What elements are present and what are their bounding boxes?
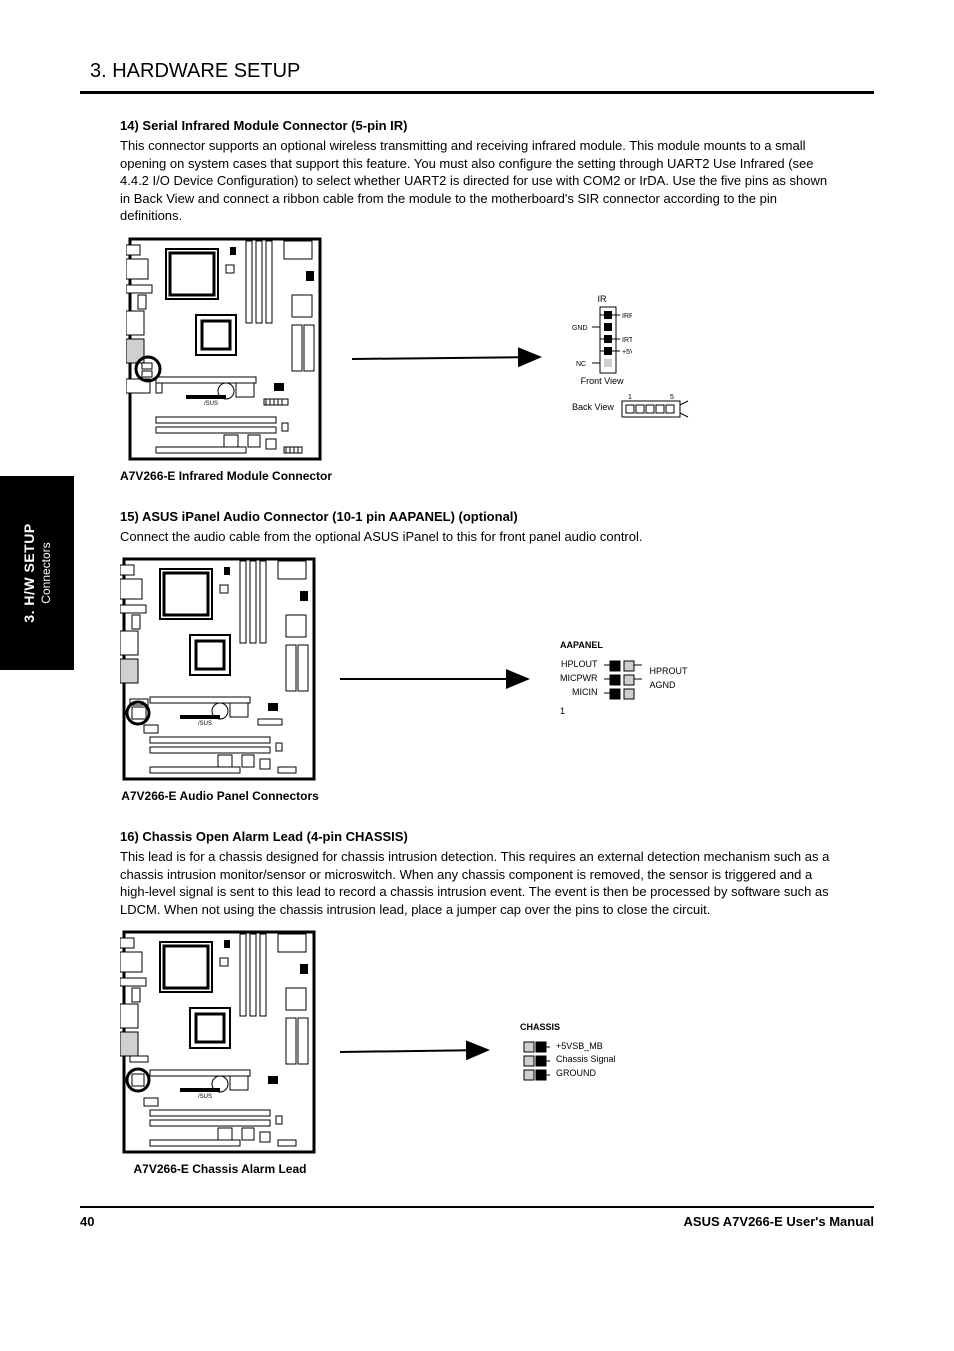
side-tab-line1: 3. H/W SETUP xyxy=(21,523,39,622)
caption-14: A7V266-E Infrared Module Connector xyxy=(120,469,332,483)
caption-15: A7V266-E Audio Panel Connectors xyxy=(121,789,319,803)
svg-text:1: 1 xyxy=(628,394,632,401)
pin-irrx: IRRX xyxy=(622,313,632,320)
footer-rule xyxy=(80,1206,874,1208)
section-15-title: 15) ASUS iPanel Audio Connector (10-1 pi… xyxy=(120,509,874,524)
side-tab-line2: Connectors xyxy=(38,523,53,622)
section-16-title: 16) Chassis Open Alarm Lead (4-pin CHASS… xyxy=(120,829,874,844)
section-15-num: 15) xyxy=(120,509,139,524)
figure-14-row: /SUS xyxy=(120,235,874,483)
aapanel-label: AAPANEL xyxy=(560,641,603,651)
section-14-body: This connector supports an optional wire… xyxy=(120,137,830,225)
section-16-body: This lead is for a chassis designed for … xyxy=(120,848,830,918)
figure-16-row: /SUS A7V266-E Chassis Alarm Lead xyxy=(120,928,874,1176)
pin-chassis-signal: Chassis Signal xyxy=(556,1055,616,1065)
side-tab: 3. H/W SETUP Connectors xyxy=(0,476,74,670)
svg-text:5: 5 xyxy=(670,394,674,401)
pin-gnd: GND xyxy=(572,325,588,332)
section-14: 14) Serial Infrared Module Connector (5-… xyxy=(80,118,874,483)
aapanel-svg xyxy=(604,657,644,701)
figure-15-row: /SUS A7V266-E Audio Panel Con xyxy=(120,555,874,803)
section-14-num: 14) xyxy=(120,118,139,133)
arrow-14 xyxy=(352,339,552,379)
ir-front-label: Front View xyxy=(572,377,632,387)
section-15: 15) ASUS iPanel Audio Connector (10-1 pi… xyxy=(80,509,874,804)
page: 3. HARDWARE SETUP 3. H/W SETUP Connector… xyxy=(0,0,954,1351)
mobo-diagram-15: /SUS xyxy=(120,555,320,785)
ir-back-svg: 1 5 xyxy=(620,393,690,423)
pin-hprout: HPROUT xyxy=(650,667,688,677)
caption-16: A7V266-E Chassis Alarm Lead xyxy=(134,1162,307,1176)
section-14-title: 14) Serial Infrared Module Connector (5-… xyxy=(120,118,874,133)
connector-15: AAPANEL HPLOUT MICPWR MICIN xyxy=(560,641,688,717)
section-14-name: Serial Infrared Module Connector (5-pin … xyxy=(142,118,407,133)
section-15-name: ASUS iPanel Audio Connector (10-1 pin AA… xyxy=(142,509,518,524)
arrow-15 xyxy=(340,659,540,699)
mobo-diagram-16: /SUS xyxy=(120,928,320,1158)
mobo-14-wrap: /SUS xyxy=(120,235,332,483)
section-15-body: Connect the audio cable from the optiona… xyxy=(120,528,830,546)
chassis-label: CHASSIS xyxy=(520,1023,560,1033)
svg-text:/SUS: /SUS xyxy=(198,721,212,727)
mobo-diagram-14: /SUS xyxy=(126,235,326,465)
pin-ground: GROUND xyxy=(556,1069,616,1079)
doc-title: ASUS A7V266-E User's Manual xyxy=(684,1214,874,1229)
page-number: 40 xyxy=(80,1214,94,1229)
chassis-svg xyxy=(520,1038,550,1082)
connector-16: CHASSIS +5VSB_MB Chassis Signal GROUND xyxy=(520,1023,616,1083)
arrow-16 xyxy=(340,1032,500,1072)
section-16-name: Chassis Open Alarm Lead (4-pin CHASSIS) xyxy=(142,829,407,844)
pin-agnd: AGND xyxy=(650,681,688,691)
svg-text:/SUS: /SUS xyxy=(204,401,218,407)
pin-irtx: IRTX xyxy=(622,337,632,344)
mobo-16-wrap: /SUS A7V266-E Chassis Alarm Lead xyxy=(120,928,320,1176)
pin-5vsb: +5VSB_MB xyxy=(556,1042,616,1052)
pin-hplout: HPLOUT xyxy=(561,660,598,670)
mobo-15-wrap: /SUS A7V266-E Audio Panel Con xyxy=(120,555,320,803)
section-16: 16) Chassis Open Alarm Lead (4-pin CHASS… xyxy=(80,829,874,1176)
svg-text:/SUS: /SUS xyxy=(198,1094,212,1100)
pin-nc: NC xyxy=(576,361,586,368)
page-header: 3. HARDWARE SETUP xyxy=(80,60,874,83)
pin-micpwr: MICPWR xyxy=(560,674,598,684)
header-rule xyxy=(80,91,874,94)
ir-front-svg: IRRX GND IRTX +5V NC xyxy=(572,305,632,377)
connector-14: IR IRRX GND IRTX +5V NC xyxy=(572,295,690,423)
section-16-num: 16) xyxy=(120,829,139,844)
page-footer: 40 ASUS A7V266-E User's Manual xyxy=(80,1214,874,1229)
pin-1-label: 1 xyxy=(560,707,565,717)
pin-micin: MICIN xyxy=(572,688,598,698)
ir-back-label1: Back View xyxy=(572,403,614,413)
pin-5v: +5V xyxy=(622,349,632,356)
ir-label: IR xyxy=(572,295,632,305)
